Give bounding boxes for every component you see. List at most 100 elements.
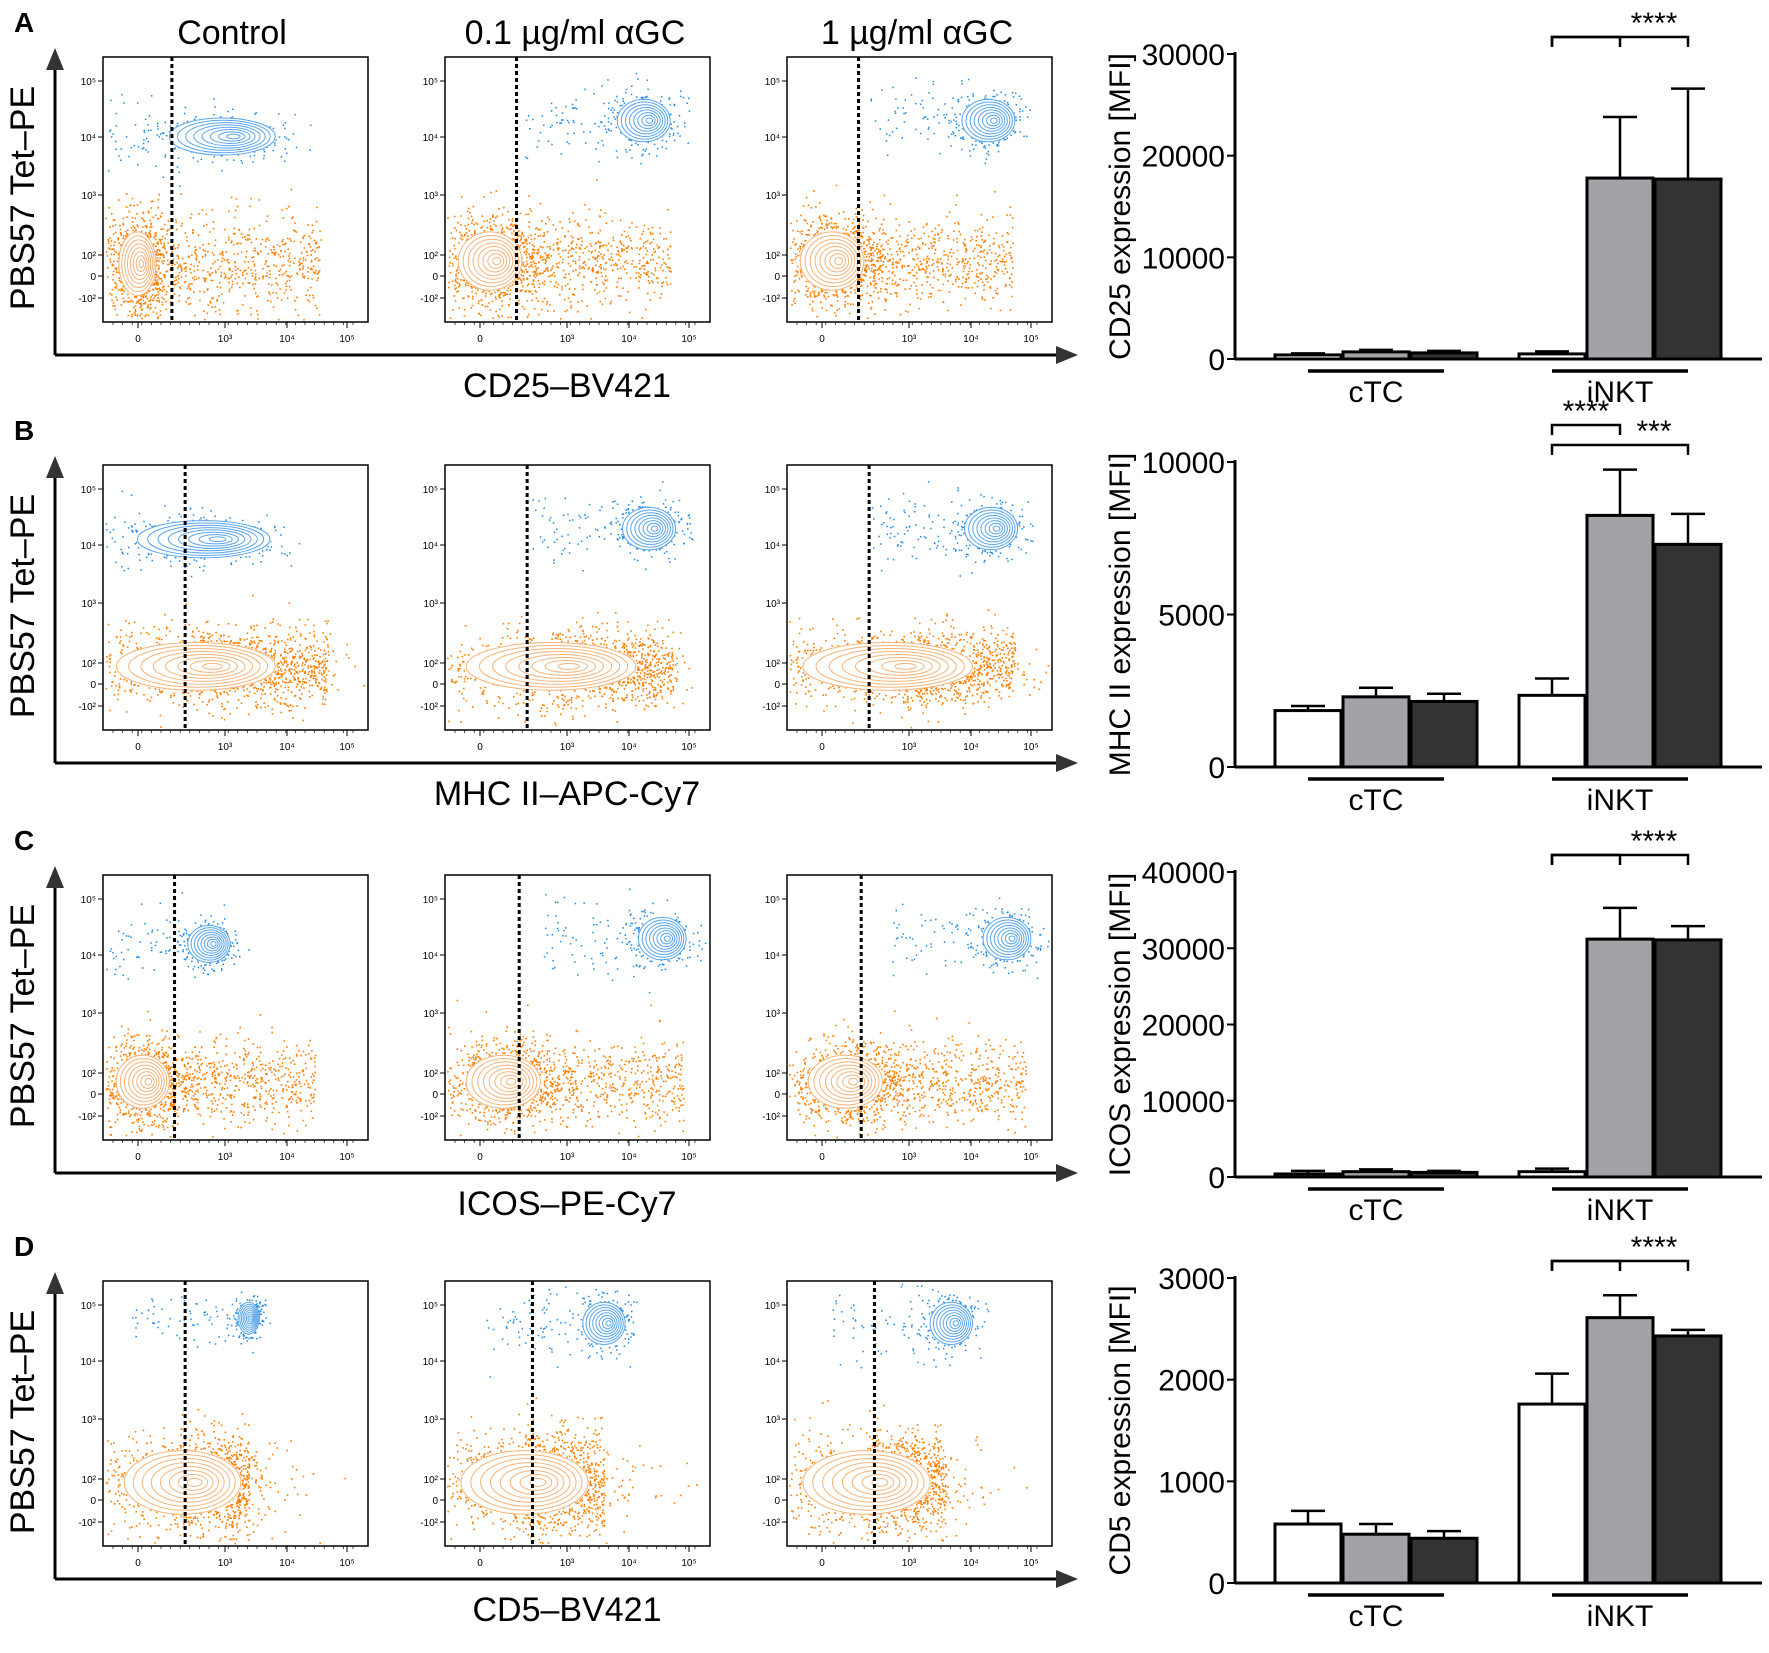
column-title: 0.1 µg/ml αGC <box>465 14 686 52</box>
flow-plot: 10⁵ 10⁴ 10³ 10² 0 -10² 0 10³ 10⁴ 10⁵ <box>78 56 369 345</box>
flow-x-tick-label: 10⁵ <box>1023 742 1038 753</box>
contour-line <box>1001 930 1020 948</box>
contour-line <box>210 941 217 947</box>
flow-x-tick-label: 10⁵ <box>339 742 354 753</box>
contour-line <box>851 1469 901 1495</box>
flow-y-tick-label: 10⁴ <box>765 951 780 962</box>
contour-line <box>650 525 659 532</box>
contour-line <box>128 645 269 688</box>
flow-y-axis-label: PBS57 Tet–PE <box>4 1310 42 1534</box>
flow-y-tick-label: 10⁵ <box>81 77 96 88</box>
contour-line <box>624 104 666 137</box>
panel-D: D PBS57 Tet–PE CD5–BV421 10⁵ 10⁴ 10³ 10² 0 -10² 0… <box>4 1231 1762 1633</box>
contour-line <box>465 1054 541 1109</box>
flow-x-axis-label: MHC II–APC-Cy7 <box>434 775 700 813</box>
contour-line <box>598 1314 616 1332</box>
contour-line <box>834 256 844 266</box>
flow-x-tick-label: 10³ <box>560 1558 575 1569</box>
flow-y-tick-label: 10⁴ <box>765 133 780 144</box>
contour-line <box>519 1473 553 1491</box>
flow-x-tick-label: 0 <box>135 1558 141 1569</box>
contour-line <box>819 245 853 277</box>
y-tick-label: 0 <box>1208 1568 1225 1601</box>
contour-line <box>634 514 669 543</box>
contour-line <box>237 1301 260 1335</box>
contour-line <box>629 106 664 135</box>
y-tick-label: 0 <box>1208 752 1225 785</box>
tet-positive-contours <box>622 506 677 551</box>
arrow-right-icon <box>1056 754 1078 772</box>
contour-line <box>128 1064 163 1099</box>
contour-fill <box>464 642 638 691</box>
contour-line <box>487 253 505 269</box>
contour-line <box>949 1317 961 1330</box>
plot-frame <box>444 464 711 731</box>
plot-frame <box>786 1280 1053 1547</box>
contour-line <box>531 656 597 676</box>
flow-y-tick-label: -10² <box>78 1518 96 1529</box>
bar-iNKT-2 <box>1653 1334 1723 1585</box>
tet-negative-contours <box>807 1054 884 1109</box>
contour-line <box>136 520 271 559</box>
flow-x-tick-label: 10³ <box>902 334 917 345</box>
flow-plot: 10⁵ 10⁴ 10³ 10² 0 -10² 0 10³ 10⁴ 10⁵ <box>762 464 1053 753</box>
column-title: Control <box>177 14 287 52</box>
contour-fill <box>801 1449 932 1515</box>
significance-bracket <box>1550 853 1622 865</box>
contour-line <box>477 1061 534 1103</box>
flow-x-tick-label: 10⁴ <box>963 1558 978 1569</box>
tet-negative-contours <box>801 1449 932 1515</box>
flow-x-tick-label: 10⁴ <box>963 334 978 345</box>
contour-line <box>952 1320 959 1327</box>
flow-y-axis-label: PBS57 Tet–PE <box>4 494 42 718</box>
tet-negative-dots <box>105 1010 317 1138</box>
arrow-right-icon <box>1056 1570 1078 1588</box>
contour-line <box>641 919 685 958</box>
contour-line <box>1004 932 1018 945</box>
contour-line <box>465 642 637 691</box>
contour-line <box>807 1054 883 1109</box>
group-label: cTC <box>1349 784 1404 817</box>
flow-x-tick-label: 10⁵ <box>681 742 696 753</box>
contour-line <box>641 114 656 127</box>
contour-line <box>802 642 973 691</box>
flow-y-tick-label: 10³ <box>424 599 439 610</box>
flow-x-axis-label: CD25–BV421 <box>463 367 671 405</box>
flow-y-axis-label: PBS57 Tet–PE <box>4 86 42 310</box>
bar-iNKT-2 <box>1653 542 1723 769</box>
flow-y-tick-label: 10⁵ <box>81 1301 96 1312</box>
tet-negative-dots <box>790 184 1014 319</box>
contour-line <box>829 253 847 269</box>
flow-plot: 10⁵ 10⁴ 10³ 10² 0 -10² 0 10³ 10⁴ 10⁵ <box>420 464 711 753</box>
plot-frame <box>444 874 711 1141</box>
contour-line <box>177 656 238 676</box>
panel-letter: C <box>14 825 34 856</box>
flow-y-tick-label: 10³ <box>424 1415 439 1426</box>
contour-line <box>992 525 1001 532</box>
tet-positive-contours <box>964 506 1019 551</box>
flow-y-tick-label: 10² <box>766 251 781 262</box>
contour-line <box>939 1309 967 1338</box>
y-tick-label: 10000 <box>1142 447 1225 480</box>
tet-positive-contours <box>187 924 231 963</box>
flow-y-tick-label: 10³ <box>766 599 781 610</box>
contour-line <box>489 1462 571 1503</box>
contour-line <box>616 98 671 143</box>
contour-line <box>178 529 246 549</box>
flow-y-tick-label: 10³ <box>82 191 97 202</box>
flow-x-tick-label: 10⁴ <box>963 742 978 753</box>
contour-line <box>986 114 1001 127</box>
tet-negative-contours <box>123 1449 242 1515</box>
contour-line <box>830 1067 869 1096</box>
flow-x-tick-label: 0 <box>819 742 825 753</box>
contour-fill <box>123 1449 242 1515</box>
flow-y-tick-label: 10⁴ <box>423 541 438 552</box>
flow-plot: 10⁵ 10⁴ 10³ 10² 0 -10² 0 10³ 10⁴ 10⁵ <box>420 1280 711 1569</box>
flow-y-tick-label: -10² <box>762 702 780 713</box>
flow-y-tick-label: 10² <box>82 659 97 670</box>
contour-line <box>964 506 1019 551</box>
contour-line <box>242 1307 257 1329</box>
flow-plot: 10⁵ 10⁴ 10³ 10² 0 -10² 0 10³ 10⁴ 10⁵ <box>78 1280 369 1569</box>
flow-y-tick-label: 0 <box>90 272 96 283</box>
